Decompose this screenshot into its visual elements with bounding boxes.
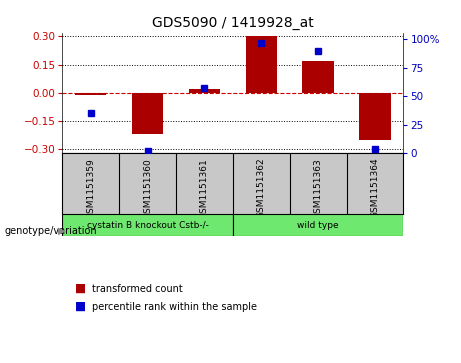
Bar bbox=[233, 214, 403, 236]
Text: cystatin B knockout Cstb-/-: cystatin B knockout Cstb-/- bbox=[87, 220, 208, 229]
Title: GDS5090 / 1419928_at: GDS5090 / 1419928_at bbox=[152, 16, 313, 30]
Bar bbox=[246, 36, 277, 93]
Text: ■: ■ bbox=[75, 282, 86, 295]
Text: GSM1151361: GSM1151361 bbox=[200, 158, 209, 219]
Text: GSM1151364: GSM1151364 bbox=[371, 158, 379, 219]
Text: percentile rank within the sample: percentile rank within the sample bbox=[92, 302, 257, 312]
Text: genotype/variation: genotype/variation bbox=[5, 225, 97, 236]
Text: ■: ■ bbox=[75, 300, 86, 313]
Bar bbox=[75, 93, 106, 95]
Text: GSM1151362: GSM1151362 bbox=[257, 158, 266, 219]
Text: GSM1151359: GSM1151359 bbox=[86, 158, 95, 219]
Text: GSM1151363: GSM1151363 bbox=[313, 158, 323, 219]
Text: wild type: wild type bbox=[297, 220, 339, 229]
Bar bbox=[62, 214, 233, 236]
Bar bbox=[302, 61, 334, 93]
Bar bbox=[359, 93, 390, 140]
Bar bbox=[132, 93, 163, 134]
Text: GSM1151360: GSM1151360 bbox=[143, 158, 152, 219]
Text: transformed count: transformed count bbox=[92, 284, 183, 294]
Text: ▶: ▶ bbox=[58, 225, 65, 236]
Bar bbox=[189, 89, 220, 93]
